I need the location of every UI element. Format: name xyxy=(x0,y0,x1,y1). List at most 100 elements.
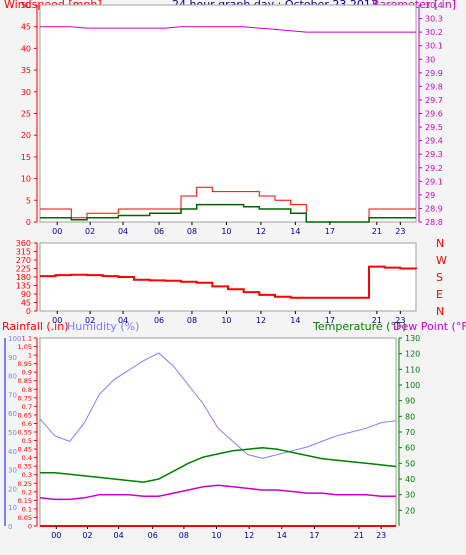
barometer-tick-label: 29 xyxy=(425,191,435,200)
x-tick-label: 00 xyxy=(51,531,61,540)
rain-tick-label: 0.5 xyxy=(22,437,32,445)
x-tick-label: 21 xyxy=(354,531,364,540)
x-tick-label: 23 xyxy=(395,227,405,236)
x-tick-label: 08 xyxy=(187,316,197,325)
barometer-tick-label: 28.8 xyxy=(425,218,443,227)
rain-tick-label: 0.9 xyxy=(22,369,32,377)
rain-tick-label: 0.05 xyxy=(18,514,32,522)
barometer-tick-label: 30.3 xyxy=(425,15,443,24)
humidity-tick-label: 100 xyxy=(8,335,21,343)
x-tick-label: 17 xyxy=(325,316,335,325)
panel-frame-3 xyxy=(39,337,397,527)
barometer-tick-label: 29.8 xyxy=(425,82,443,91)
barometer-tick-label: 29.7 xyxy=(425,96,443,105)
humidity-series-line xyxy=(39,352,397,459)
barometer-tick-label: 28.9 xyxy=(425,204,443,213)
x-tick-label: 23 xyxy=(395,316,405,325)
x-tick-label: 00 xyxy=(52,227,62,236)
wind-tick-label: 30 xyxy=(21,88,31,97)
x-tick-label: 02 xyxy=(85,227,95,236)
barometer-tick-label: 29.2 xyxy=(425,164,443,173)
x-tick-label: 23 xyxy=(376,531,386,540)
compass-label-N: N xyxy=(436,305,444,318)
x-tick-label: 06 xyxy=(148,531,158,540)
wind-tick-label: 0 xyxy=(26,218,31,227)
rain-tick-label: 0 xyxy=(28,523,32,531)
wind-tick-label: 45 xyxy=(21,23,31,32)
direction-tick-label: 360 xyxy=(16,239,31,248)
x-tick-label: 02 xyxy=(82,531,92,540)
humidity-tick-label: 90 xyxy=(8,354,17,362)
temperature-tick-label: 20 xyxy=(405,506,415,515)
barometer-tick-label: 30.2 xyxy=(425,28,443,37)
x-tick-label: 06 xyxy=(154,316,164,325)
x-tick-label: 00 xyxy=(52,316,62,325)
rainfall-axis-label: Rainfall (.in) xyxy=(2,320,69,333)
x-tick-label: 02 xyxy=(85,316,95,325)
humidity-tick-label: 30 xyxy=(8,467,17,475)
panel-frame-1 xyxy=(39,4,417,223)
x-tick-label: 10 xyxy=(221,316,231,325)
rain-tick-label: 0.8 xyxy=(22,386,32,394)
x-tick-label: 17 xyxy=(309,531,319,540)
barometer-tick-label: 29.3 xyxy=(425,150,443,159)
temperature-tick-label: 80 xyxy=(405,412,415,421)
x-tick-label: 06 xyxy=(154,227,164,236)
temperature-axis-label: Temperature (°F) xyxy=(313,320,407,333)
rain-tick-label: 0.15 xyxy=(18,497,32,505)
dewpoint-axis-label: Dew Point (°F) xyxy=(393,320,466,333)
x-tick-label: 04 xyxy=(118,316,128,325)
x-tick-label: 14 xyxy=(290,227,300,236)
x-tick-label: 10 xyxy=(211,531,221,540)
direction-tick-label: 180 xyxy=(16,273,31,282)
direction-tick-label: 45 xyxy=(21,299,31,308)
temperature-tick-label: 110 xyxy=(405,365,420,374)
x-tick-label: 12 xyxy=(256,316,266,325)
direction-tick-label: 225 xyxy=(16,265,31,274)
wind-tick-label: 40 xyxy=(21,44,31,53)
rain-tick-label: 0.95 xyxy=(18,360,32,368)
rain-tick-label: 0.7 xyxy=(22,403,32,411)
temperature-tick-label: 60 xyxy=(405,444,415,453)
temperature-tick-label: 100 xyxy=(405,381,420,390)
x-tick-label: 12 xyxy=(256,227,266,236)
humidity-tick-label: 20 xyxy=(8,485,17,493)
humidity-tick-label: 60 xyxy=(8,410,17,418)
barometer-tick-label: 30 xyxy=(425,55,435,64)
x-tick-label: 10 xyxy=(221,227,231,236)
direction-tick-label: 0 xyxy=(26,307,31,316)
rain-tick-label: 1.05 xyxy=(18,343,32,351)
rain-tick-label: 0.45 xyxy=(18,446,32,454)
x-tick-label: 17 xyxy=(325,227,335,236)
temperature-tick-label: 70 xyxy=(405,428,415,437)
rain-tick-label: 0.25 xyxy=(18,480,32,488)
barometer-tick-label: 29.5 xyxy=(425,123,443,132)
rain-tick-label: 0.55 xyxy=(18,429,32,437)
humidity-tick-label: 70 xyxy=(8,391,17,399)
x-tick-label: 14 xyxy=(290,316,300,325)
humidity-axis-label: Humidity (%) xyxy=(67,320,140,333)
rain-tick-label: 0.2 xyxy=(22,488,32,496)
x-tick-label: 21 xyxy=(372,227,382,236)
rain-tick-label: 1 xyxy=(28,352,32,360)
barometer-tick-label: 29.6 xyxy=(425,110,443,119)
rain-tick-label: 0.75 xyxy=(18,394,32,402)
humidity-tick-label: 50 xyxy=(8,429,17,437)
temperature-tick-label: 130 xyxy=(405,334,420,343)
rain-tick-label: 0.3 xyxy=(22,471,32,479)
wind-tick-label: 5 xyxy=(26,196,31,205)
rain-tick-label: 0.35 xyxy=(18,463,32,471)
x-tick-label: 21 xyxy=(372,316,382,325)
temperature-tick-label: 40 xyxy=(405,475,415,484)
barometer-tick-label: 29.4 xyxy=(425,137,443,146)
direction-tick-label: 90 xyxy=(21,290,31,299)
direction-series-line xyxy=(40,265,417,299)
temperature-tick-label: 120 xyxy=(405,350,420,359)
x-tick-label: 04 xyxy=(114,531,124,540)
wind-tick-label: 35 xyxy=(21,66,31,75)
barometer-tick-label: 29.9 xyxy=(425,69,443,78)
rain-tick-label: 0.6 xyxy=(22,420,32,428)
wind-tick-label: 25 xyxy=(21,110,31,119)
